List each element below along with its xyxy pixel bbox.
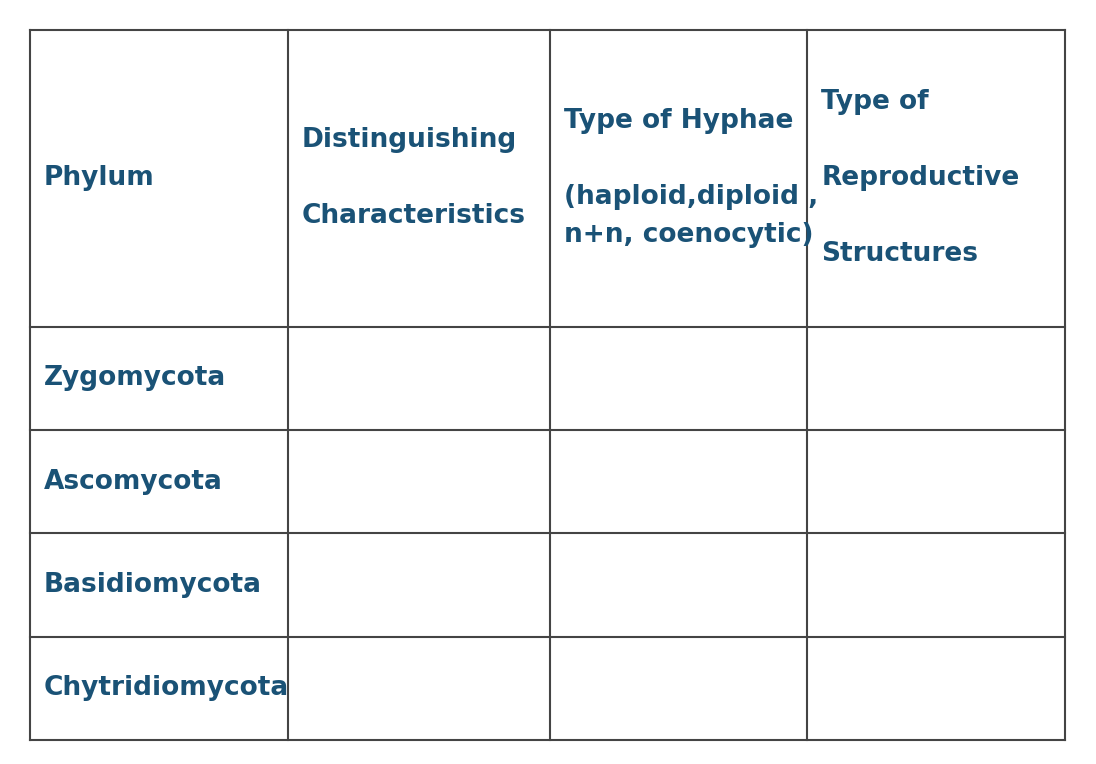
Text: Chytridiomycota: Chytridiomycota [44,675,289,701]
Text: Type of

Reproductive

Structures: Type of Reproductive Structures [822,89,1019,267]
Text: Zygomycota: Zygomycota [44,365,226,391]
Text: Distinguishing

Characteristics: Distinguishing Characteristics [301,128,526,229]
Text: Type of Hyphae

(haploid,diploid ,
n+n, coenocytic): Type of Hyphae (haploid,diploid , n+n, c… [564,108,819,248]
Text: Basidiomycota: Basidiomycota [44,572,262,598]
Text: Ascomycota: Ascomycota [44,468,222,494]
Text: Phylum: Phylum [44,165,155,191]
